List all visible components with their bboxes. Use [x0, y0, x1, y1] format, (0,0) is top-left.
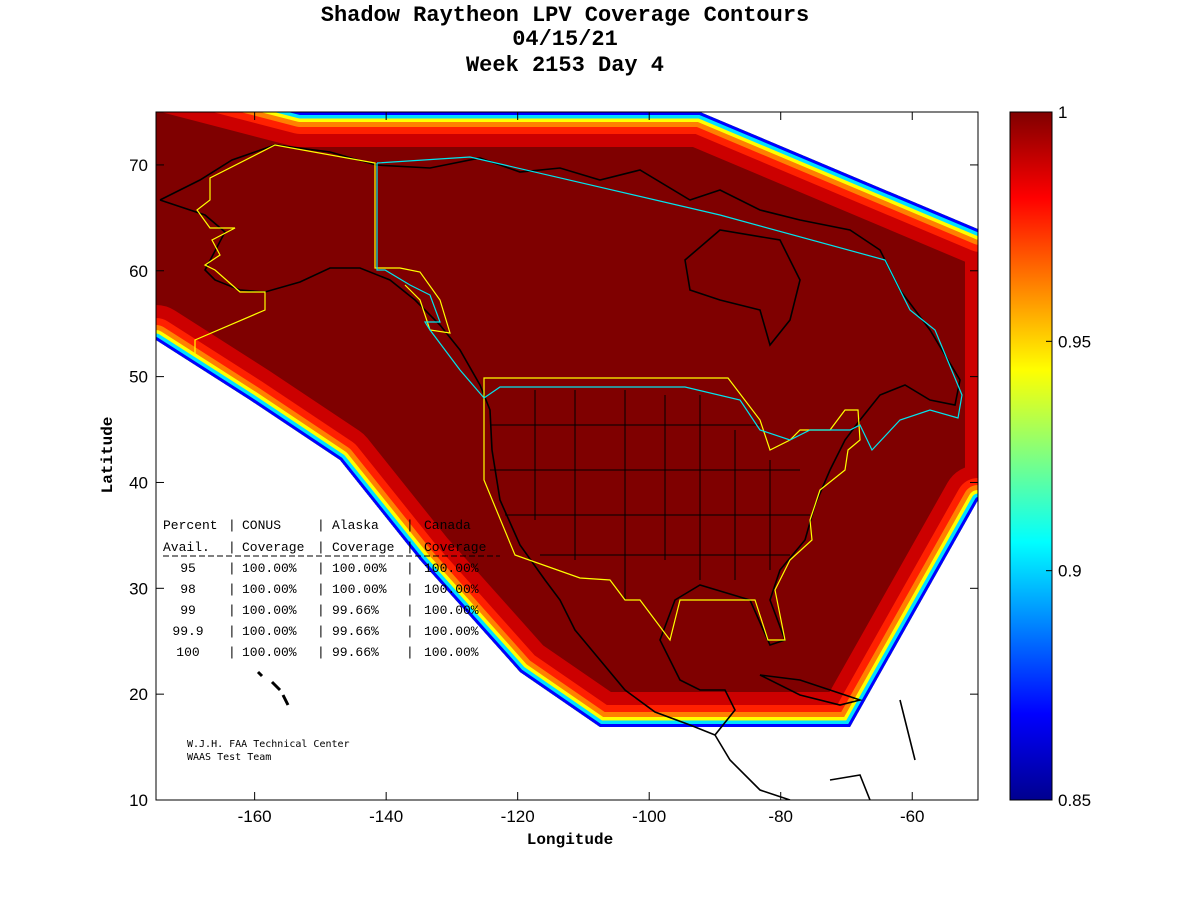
- table-header-cell: Coverage: [242, 540, 304, 555]
- table-header-cell: Avail.: [163, 540, 210, 555]
- table-separator: |: [317, 582, 325, 597]
- table-separator: |: [406, 540, 414, 555]
- table-cell: 100.00%: [424, 645, 479, 660]
- colorbar: [1009, 111, 1053, 801]
- table-separator: |: [406, 624, 414, 639]
- table-separator: |: [406, 603, 414, 618]
- table-cell: 98: [180, 582, 196, 597]
- table-separator: |: [228, 624, 236, 639]
- table-header-cell: Percent: [163, 518, 218, 533]
- canada-boundary: [376, 156, 963, 452]
- table-separator: |: [317, 561, 325, 576]
- y-tick-label: 60: [129, 262, 148, 281]
- table-separator: |: [317, 645, 325, 660]
- conus-boundary: [483, 377, 861, 642]
- table-cell: 100.00%: [424, 582, 479, 597]
- table-separator: |: [406, 645, 414, 660]
- x-axis: -160 -140 -120 -100 -80 -60: [238, 112, 925, 826]
- colorbar-tick-label: 0.85: [1058, 791, 1091, 810]
- colorbar-tick-label: 0.9: [1058, 562, 1082, 581]
- table-cell: 100.00%: [424, 561, 479, 576]
- y-tick-label: 40: [129, 473, 148, 492]
- table-cell: 100.00%: [242, 603, 297, 618]
- y-tick-label: 20: [129, 685, 148, 704]
- x-tick-label: -60: [900, 807, 925, 826]
- table-separator: |: [317, 518, 325, 533]
- table-separator: |: [228, 603, 236, 618]
- table-separator: |: [317, 540, 325, 555]
- table-cell: 95: [180, 561, 196, 576]
- table-cell: 100.00%: [332, 582, 387, 597]
- coverage-table: Percent CONUS Alaska Canada | | | Avail. Coverag…: [163, 518, 500, 660]
- y-axis: 10 20 30 40 50 60 70: [129, 156, 978, 810]
- caribbean-coastline: [759, 674, 916, 800]
- coastlines: [159, 144, 961, 800]
- table-cell: 99.66%: [332, 624, 379, 639]
- table-cell: 99: [180, 603, 196, 618]
- colorbar-tick-label: 1: [1058, 103, 1067, 122]
- table-cell: 100.00%: [424, 603, 479, 618]
- hudson-bay-coastline: [684, 229, 801, 347]
- table-cell: 100.00%: [242, 582, 297, 597]
- table-header-cell: Coverage: [332, 540, 394, 555]
- hawaii-islands: [256, 670, 290, 706]
- table-separator: |: [317, 603, 325, 618]
- table-separator: |: [228, 518, 236, 533]
- table-separator: |: [228, 645, 236, 660]
- table-separator: |: [317, 624, 325, 639]
- table-cell: 100.00%: [242, 561, 297, 576]
- title-line-3: Week 2153 Day 4: [466, 53, 664, 78]
- x-tick-label: -140: [369, 807, 403, 826]
- colorbar-ticks: 0.85 0.9 0.95 1: [1046, 103, 1091, 810]
- y-tick-label: 30: [129, 579, 148, 598]
- table-cell: 100.00%: [332, 561, 387, 576]
- table-separator: |: [406, 518, 414, 533]
- x-axis-label: Longitude: [527, 831, 613, 849]
- table-separator: |: [228, 561, 236, 576]
- table-separator: |: [228, 582, 236, 597]
- x-tick-label: -160: [238, 807, 272, 826]
- state-borders: [490, 390, 810, 600]
- x-tick-label: -100: [632, 807, 666, 826]
- pacific-coastline: [159, 199, 716, 736]
- table-cell: 99.66%: [332, 603, 379, 618]
- table-separator: |: [406, 582, 414, 597]
- north-america-coastline: [159, 144, 961, 800]
- table-header-cell: Alaska: [332, 518, 379, 533]
- coverage-contour-band-5: [156, 112, 978, 727]
- y-tick-label: 50: [129, 368, 148, 387]
- table-separator: |: [406, 561, 414, 576]
- x-tick-label: -120: [501, 807, 535, 826]
- title-line-1: Shadow Raytheon LPV Coverage Contours: [321, 3, 809, 28]
- table-cell: 99.66%: [332, 645, 379, 660]
- plot-frame: [155, 111, 979, 801]
- y-axis-label: Latitude: [99, 417, 117, 494]
- table-cell: 99.9: [172, 624, 203, 639]
- table-separator: |: [228, 540, 236, 555]
- table-header-cell: Coverage: [424, 540, 486, 555]
- table-header-cell: CONUS: [242, 518, 281, 533]
- y-tick-label: 70: [129, 156, 148, 175]
- table-cell: 100.00%: [424, 624, 479, 639]
- table-cell: 100.00%: [242, 645, 297, 660]
- credit-line-2: WAAS Test Team: [187, 752, 271, 763]
- alaska-boundary: [194, 144, 451, 355]
- table-header-cell: Canada: [424, 518, 471, 533]
- colorbar-tick-label: 0.95: [1058, 332, 1091, 351]
- title-line-2: 04/15/21: [512, 27, 618, 52]
- y-tick-label: 10: [129, 791, 148, 810]
- x-tick-label: -80: [768, 807, 793, 826]
- table-cell: 100.00%: [242, 624, 297, 639]
- table-cell: 100: [176, 645, 199, 660]
- credit-line-1: W.J.H. FAA Technical Center: [187, 739, 350, 750]
